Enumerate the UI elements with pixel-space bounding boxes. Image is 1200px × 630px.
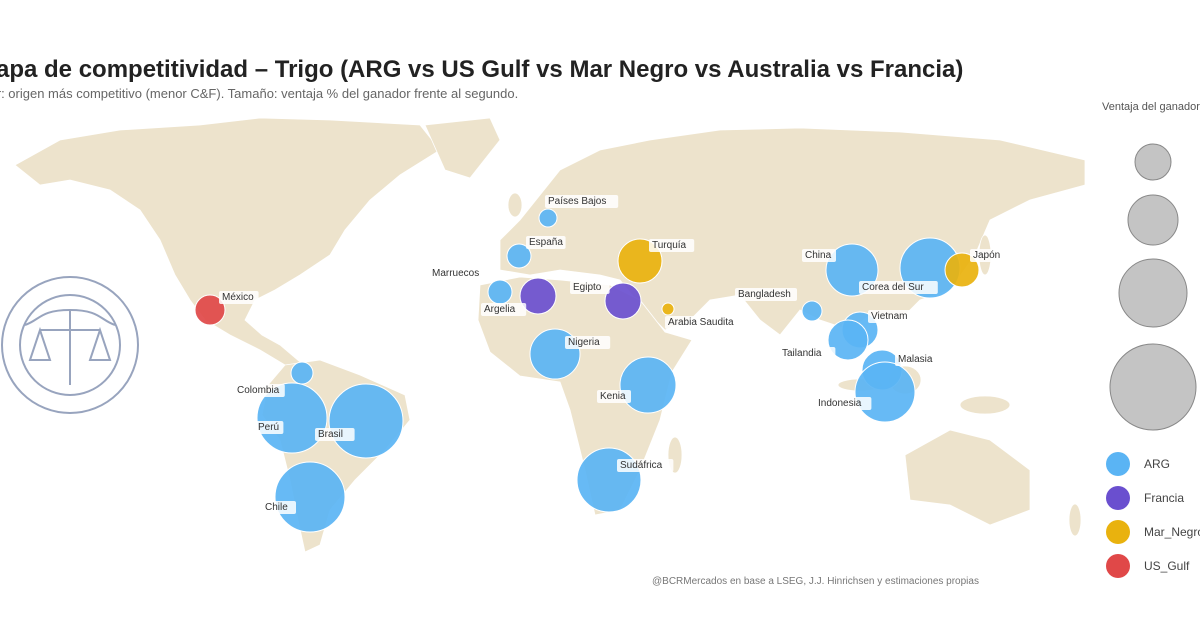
label-background [315, 428, 355, 441]
bubble-japón [944, 252, 980, 288]
label-background [779, 347, 836, 360]
label-background [526, 236, 566, 249]
label-background [429, 267, 486, 280]
label-background [649, 239, 695, 252]
legend-swatch [1106, 486, 1130, 510]
label-background [895, 353, 941, 366]
bubble-marruecos [487, 279, 513, 305]
bubble-sudáfrica [576, 447, 642, 513]
bubble-brasil [328, 383, 404, 459]
label-background [234, 384, 285, 397]
country-label: Colombia [237, 385, 280, 396]
bubble-chile [274, 461, 346, 533]
bubble-tailandia [827, 319, 869, 361]
bubble-indonesia [854, 361, 916, 423]
country-label: Japón [973, 250, 1000, 261]
label-background [617, 459, 674, 472]
legend-item-francia: Francia [1106, 486, 1184, 510]
label-background [735, 288, 797, 301]
legend-item-arg: ARG [1106, 452, 1170, 476]
size-legend-circle [1127, 194, 1179, 246]
country-label: México [222, 292, 254, 303]
bubble-países-bajos [538, 208, 558, 228]
size-legend-circle [1118, 258, 1188, 328]
country-label: España [529, 237, 563, 248]
country-label: Sudáfrica [620, 460, 663, 471]
label-background [859, 281, 938, 294]
legend-swatch [1106, 554, 1130, 578]
label-background [545, 195, 619, 208]
label-background [255, 421, 284, 434]
country-label: Turquía [652, 240, 687, 251]
country-label: China [805, 250, 832, 261]
label-background [565, 336, 611, 349]
country-label: Kenia [600, 391, 626, 402]
label-background [868, 310, 914, 323]
label-layer: México Colombia Perú Brasil Chile Países Bajo… [219, 195, 1004, 514]
map-subtitle: Color: origen más competitivo (menor C&F… [0, 86, 519, 101]
australia [904, 429, 1031, 526]
country-label: Perú [258, 422, 279, 433]
bubble-layer [194, 208, 980, 533]
bubble-perú [256, 382, 328, 454]
size-legend-circle [1109, 343, 1197, 431]
label-background [219, 291, 259, 304]
label-background [262, 501, 296, 514]
bubble-colombia [290, 361, 314, 385]
label-background [570, 281, 610, 294]
legend-label: Mar_Negro [1144, 525, 1200, 539]
country-label: Países Bajos [548, 196, 606, 207]
bubble-arabia-saudita [661, 302, 675, 316]
bubble-egipto [604, 282, 642, 320]
label-background [970, 249, 1004, 262]
country-label: Corea del Sur [862, 282, 924, 293]
new-guinea [959, 395, 1011, 415]
label-background [815, 397, 872, 410]
country-label: Chile [265, 502, 288, 513]
country-label: Nigeria [568, 337, 600, 348]
new-zealand [1068, 503, 1082, 537]
bcr-logo-seal [1, 276, 139, 414]
bubble-bangladesh [801, 300, 823, 322]
size-legend-circle [1134, 143, 1172, 181]
country-label: Brasil [318, 429, 343, 440]
map-title: Mapa de competitividad – Trigo (ARG vs U… [0, 56, 964, 83]
bubble-españa [506, 243, 532, 269]
legend-swatch [1106, 452, 1130, 476]
legend-item-mar_negro: Mar_Negro [1106, 520, 1200, 544]
legend-swatch [1106, 520, 1130, 544]
greenland [424, 117, 501, 179]
bubble-argelia [519, 277, 557, 315]
country-label: Egipto [573, 282, 602, 293]
country-label: Arabia Saudita [668, 317, 734, 328]
country-label: Vietnam [871, 311, 908, 322]
legend-label: US_Gulf [1144, 559, 1190, 573]
country-label: Indonesia [818, 398, 862, 409]
country-label: Marruecos [432, 268, 479, 279]
label-background [597, 390, 631, 403]
country-label: Tailandia [782, 348, 822, 359]
label-background [481, 303, 527, 316]
label-background [665, 316, 750, 329]
country-label: Bangladesh [738, 289, 791, 300]
country-label: Malasia [898, 354, 933, 365]
legend-item-us_gulf: US_Gulf [1106, 554, 1189, 578]
size-legend-title: Ventaja del ganador vs 2° (%) [1102, 101, 1200, 113]
uk [507, 192, 523, 218]
legend-label: ARG [1144, 457, 1171, 471]
bubble-kenia [619, 356, 677, 414]
label-background [802, 249, 836, 262]
legend-label: Francia [1144, 491, 1185, 505]
size-legend [1109, 143, 1197, 431]
source-note: @BCRMercados en base a LSEG, J.J. Hinric… [652, 576, 979, 587]
country-label: Argelia [484, 304, 516, 315]
bubble-méxico [194, 294, 226, 326]
north-america [14, 117, 441, 369]
